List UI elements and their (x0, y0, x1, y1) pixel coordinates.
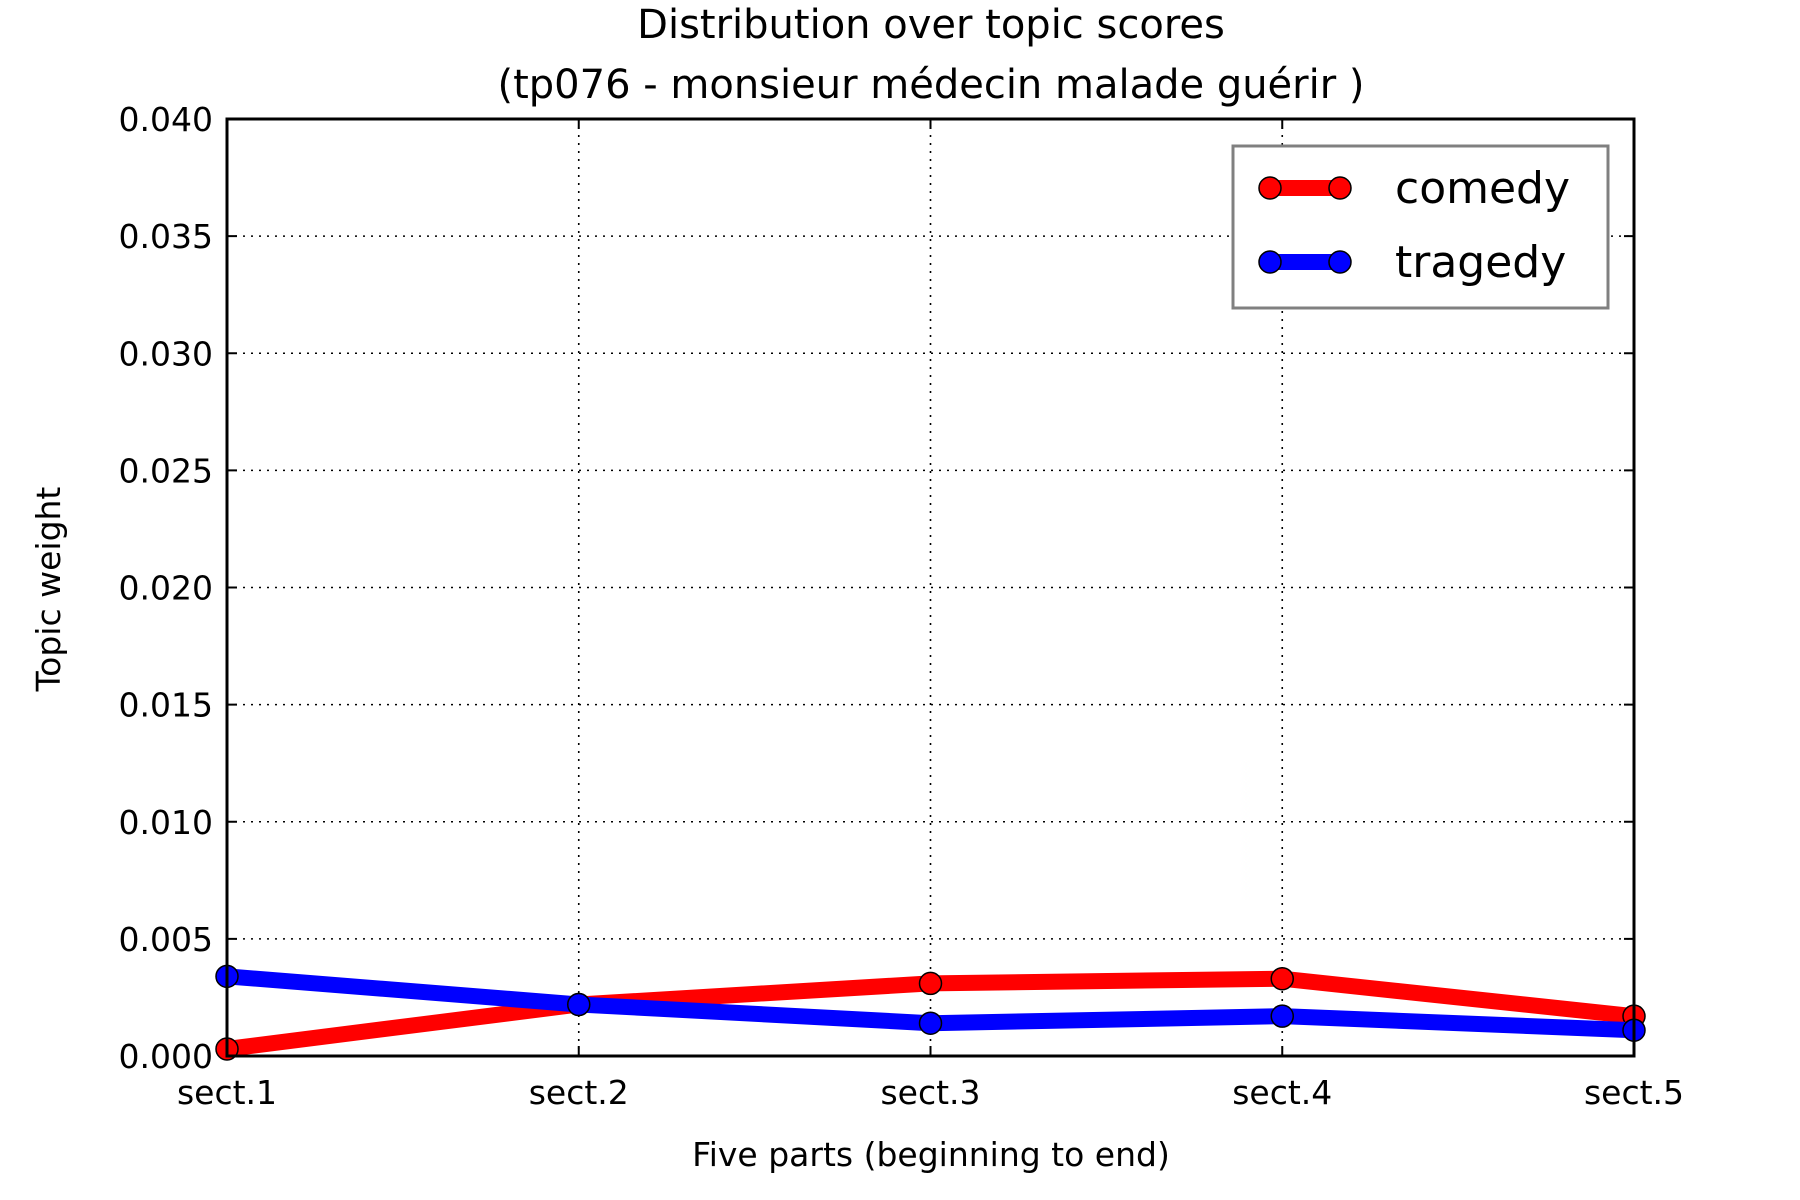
plot-frame (225, 117, 1636, 1058)
data-point-tragedy (567, 992, 591, 1017)
data-point-comedy (918, 971, 943, 996)
legend-item-comedy: comedy (1258, 163, 1570, 214)
legend-label: tragedy (1395, 237, 1566, 288)
data-point-comedy (1270, 966, 1294, 991)
y-tick-label: 0.020 (119, 569, 213, 608)
legend-marker (1258, 176, 1282, 200)
legend-item-tragedy: tragedy (1258, 237, 1566, 288)
y-tick-label: 0.025 (119, 451, 213, 490)
y-tick-label: 0.015 (119, 686, 213, 725)
series-tragedy (215, 964, 1646, 1042)
legend-label: comedy (1395, 163, 1570, 214)
y-axis-label: Topic weight (29, 487, 68, 693)
y-tick-label: 0.030 (119, 334, 213, 373)
x-axis-ticks: sect.1 sect.2 sect.3 sect.4 sect.5 (177, 119, 1684, 1112)
x-axis-label: Five parts (beginning to end) (692, 1135, 1170, 1174)
chart-subtitle: (tp076 - monsieur médecin malade guérir … (498, 62, 1365, 108)
y-tick-label: 0.035 (119, 217, 213, 256)
legend-marker (1328, 176, 1352, 200)
y-axis-ticks: 0.000 0.005 0.010 0.015 0.020 0.025 0.030 0.035… (119, 100, 1634, 1076)
legend-marker (1328, 250, 1352, 274)
data-point-tragedy (918, 1011, 943, 1035)
x-tick-label: sect.2 (529, 1073, 629, 1112)
x-tick-label: sect.5 (1584, 1073, 1684, 1112)
y-tick-label: 0.005 (119, 920, 213, 959)
y-tick-label: 0.040 (119, 100, 213, 139)
x-tick-label: sect.4 (1232, 1073, 1332, 1112)
data-point-tragedy (1270, 1004, 1294, 1028)
legend-marker (1258, 250, 1282, 274)
x-tick-label: sect.1 (177, 1073, 277, 1112)
y-tick-label: 0.000 (119, 1037, 213, 1076)
x-tick-label: sect.3 (880, 1073, 980, 1112)
y-tick-label: 0.010 (119, 803, 213, 842)
legend-box (1231, 144, 1610, 310)
chart-title: Distribution over topic scores (637, 2, 1225, 48)
series-lines (215, 964, 1646, 1061)
legend: comedy tragedy (1231, 144, 1610, 310)
